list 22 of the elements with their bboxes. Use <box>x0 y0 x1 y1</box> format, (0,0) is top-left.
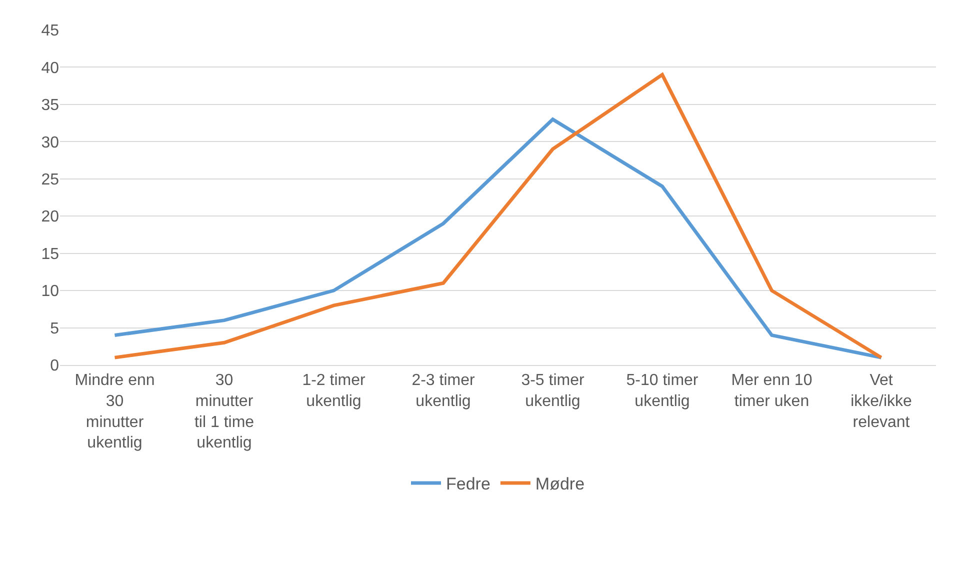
y-tick-label: 25 <box>41 171 60 188</box>
x-tick-label: 30 minutter til 1 time ukentlig <box>194 372 254 452</box>
x-tick-label: 2-3 timer ukentlig <box>412 372 476 410</box>
y-tick-label: 30 <box>41 134 60 152</box>
y-tick-label: 5 <box>50 320 60 338</box>
y-tick-label: 20 <box>41 208 60 226</box>
y-tick-label: 35 <box>41 97 60 114</box>
x-tick-label: Vet ikke/ikke relevant <box>850 372 912 431</box>
x-tick-label: 1-2 timer ukentlig <box>302 372 366 410</box>
y-tick-label: 45 <box>41 22 60 40</box>
legend-label: Fedre <box>446 474 490 494</box>
y-tick-label: 15 <box>41 246 60 263</box>
x-tick-label: Mer enn 10 timer uken <box>731 372 812 410</box>
line-series <box>113 118 883 360</box>
line-series <box>113 72 883 360</box>
x-tick-label: 3-5 timer ukentlig <box>521 372 585 410</box>
legend-label: Mødre <box>535 474 585 494</box>
y-tick-label: 40 <box>41 60 60 77</box>
y-tick-label: 10 <box>41 283 60 300</box>
x-tick-label: Mindre enn 30 minutter ukentlig <box>74 372 155 452</box>
x-tick-label: 5-10 timer ukentlig <box>626 372 699 410</box>
y-tick-label: 0 <box>50 358 60 375</box>
